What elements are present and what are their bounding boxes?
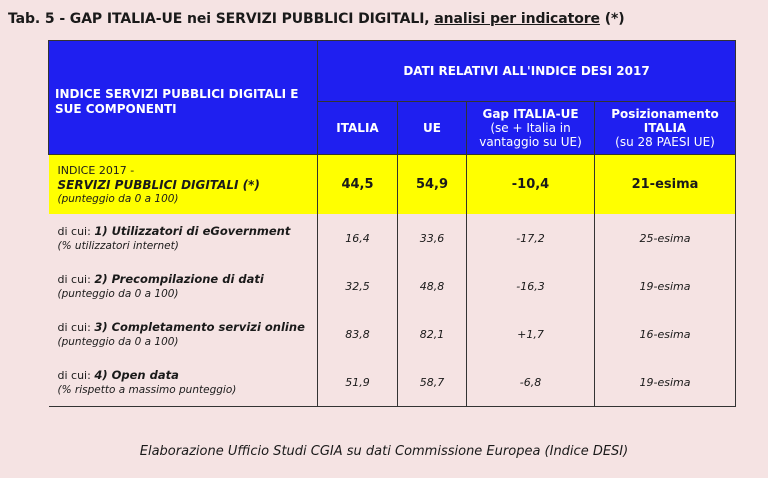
header-group: DATI RELATIVI ALL'INDICE DESI 2017 bbox=[317, 40, 736, 102]
component-name: 4) Open data bbox=[94, 367, 179, 382]
component-position: 19-esima bbox=[594, 358, 736, 407]
component-name: 2) Precompilazione di dati bbox=[94, 271, 264, 286]
component-prefix: di cui: bbox=[57, 272, 95, 286]
component-ue: 58,7 bbox=[397, 358, 467, 407]
component-gap: -16,3 bbox=[466, 262, 595, 310]
table-title: Tab. 5 - GAP ITALIA-UE nei SERVIZI PUBBL… bbox=[8, 11, 625, 27]
table-row: di cui: 2) Precompilazione di dati (punte… bbox=[48, 262, 736, 310]
index-row: INDICE 2017 - SERVIZI PUBBLICI DIGITALI … bbox=[48, 154, 736, 214]
table-row: di cui: 3) Completamento servizi online(… bbox=[48, 310, 736, 358]
index-line3: (punteggio da 0 a 100) bbox=[57, 192, 179, 205]
index-description: INDICE 2017 - SERVIZI PUBBLICI DIGITALI … bbox=[48, 154, 318, 214]
data-table: INDICE SERVIZI PUBBLICI DIGITALI E SUE C… bbox=[48, 40, 736, 407]
component-ue: 48,8 bbox=[397, 262, 467, 310]
header-gap-note: (se + Italia in vantaggio su UE) bbox=[479, 121, 582, 149]
component-gap: -6,8 bbox=[466, 358, 595, 407]
index-ue: 54,9 bbox=[397, 154, 467, 214]
header-ue: UE bbox=[397, 101, 467, 155]
header-position-note: (su 28 PAESI UE) bbox=[615, 135, 715, 149]
component-description: di cui: 2) Precompilazione di dati (punte… bbox=[48, 262, 318, 310]
component-note: (punteggio da 0 a 100) bbox=[57, 335, 179, 348]
component-description: di cui: 3) Completamento servizi online(… bbox=[48, 310, 318, 358]
index-line2: SERVIZI PUBBLICI DIGITALI (*) bbox=[57, 177, 260, 192]
index-gap: -10,4 bbox=[466, 154, 595, 214]
component-italia: 83,8 bbox=[317, 310, 398, 358]
component-position: 19-esima bbox=[594, 262, 736, 310]
component-italia: 32,5 bbox=[317, 262, 398, 310]
component-position: 16-esima bbox=[594, 310, 736, 358]
component-description: di cui: 4) Open data (% rispetto a massim… bbox=[48, 358, 318, 407]
table-row: di cui: 1) Utilizzatori di eGovernment (%… bbox=[48, 214, 736, 262]
component-prefix: di cui: bbox=[57, 320, 95, 334]
component-note: (% utilizzatori internet) bbox=[57, 239, 179, 252]
header-gap-label: Gap ITALIA-UE bbox=[482, 107, 579, 121]
header-position-label: Posizionamento ITALIA bbox=[611, 107, 719, 135]
index-italia: 44,5 bbox=[317, 154, 398, 214]
component-note: (punteggio da 0 a 100) bbox=[57, 287, 179, 300]
title-prefix: Tab. 5 - GAP ITALIA-UE nei SERVIZI PUBBL… bbox=[8, 11, 435, 27]
component-name: 3) Completamento servizi online bbox=[94, 319, 305, 334]
header-italia: ITALIA bbox=[317, 101, 398, 155]
header-gap: Gap ITALIA-UE (se + Italia in vantaggio s… bbox=[466, 101, 595, 155]
index-line1: INDICE 2017 - bbox=[57, 163, 135, 177]
source-note: Elaborazione Ufficio Studi CGIA su dati … bbox=[139, 444, 629, 459]
component-name: 1) Utilizzatori di eGovernment bbox=[94, 223, 291, 238]
component-prefix: di cui: bbox=[57, 224, 95, 238]
component-position: 25-esima bbox=[594, 214, 736, 262]
component-description: di cui: 1) Utilizzatori di eGovernment (%… bbox=[48, 214, 318, 262]
title-suffix: (*) bbox=[599, 11, 625, 27]
header-indicator: INDICE SERVIZI PUBBLICI DIGITALI E SUE C… bbox=[48, 40, 318, 155]
component-gap: -17,2 bbox=[466, 214, 595, 262]
title-underlined: analisi per indicatore bbox=[434, 11, 600, 27]
header-position: Posizionamento ITALIA (su 28 PAESI UE) bbox=[594, 101, 736, 155]
component-italia: 51,9 bbox=[317, 358, 398, 407]
component-note: (% rispetto a massimo punteggio) bbox=[57, 383, 237, 396]
component-ue: 82,1 bbox=[397, 310, 467, 358]
component-gap: +1,7 bbox=[466, 310, 595, 358]
table-row: di cui: 4) Open data (% rispetto a massim… bbox=[48, 358, 736, 407]
component-italia: 16,4 bbox=[317, 214, 398, 262]
component-prefix: di cui: bbox=[57, 368, 95, 382]
index-position: 21-esima bbox=[594, 154, 736, 214]
component-ue: 33,6 bbox=[397, 214, 467, 262]
